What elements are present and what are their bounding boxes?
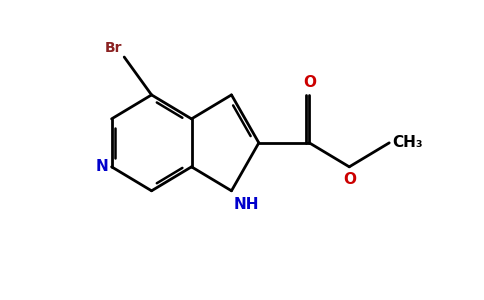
Text: NH: NH <box>234 197 259 212</box>
Text: CH₃: CH₃ <box>393 135 423 150</box>
Text: Br: Br <box>105 41 122 55</box>
Text: N: N <box>95 159 108 174</box>
Text: O: O <box>303 75 316 90</box>
Text: O: O <box>343 172 356 187</box>
